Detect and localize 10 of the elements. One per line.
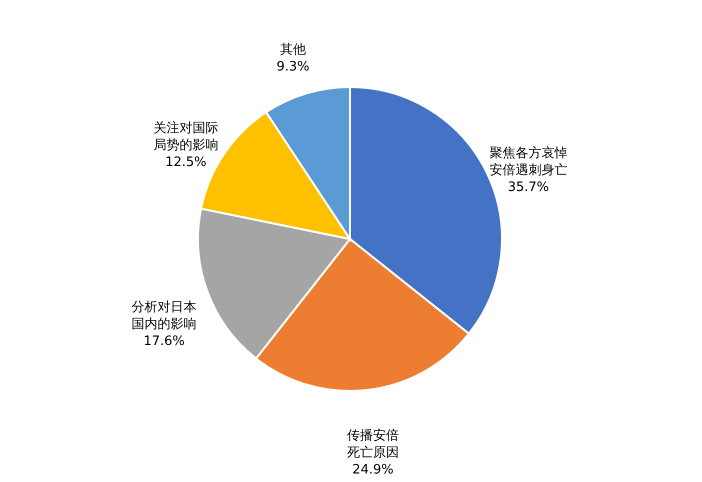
data-label: 17.6%	[143, 334, 185, 350]
data-label: 24.9%	[352, 462, 394, 478]
data-label: 35.7%	[508, 180, 550, 196]
data-label: 12.5%	[165, 155, 207, 170]
slice-label: 分析对日本国内的影响	[132, 300, 197, 332]
data-label: 9.3%	[276, 59, 310, 74]
slice-label: 聚焦各方哀悼安倍遇刺身亡	[489, 145, 568, 178]
slice-label: 传播安倍死亡原因	[346, 428, 399, 461]
slice-label: 关注对国际局势的影响	[153, 121, 218, 154]
slice-label: 其他	[280, 42, 306, 58]
